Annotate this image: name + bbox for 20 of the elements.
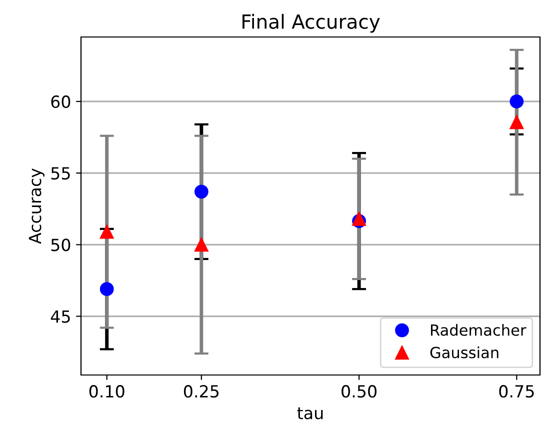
x-tick-label: 0.75 (499, 385, 534, 398)
y-tick-label: 45 (50, 310, 70, 323)
legend-label: Rademacher (431, 324, 526, 336)
chart-title: Final Accuracy (242, 14, 380, 33)
point (194, 238, 208, 252)
point (194, 184, 208, 199)
point (352, 212, 366, 226)
x-axis-title: tau (297, 407, 323, 420)
x-tick-label: 0.50 (342, 385, 376, 398)
legend-label: Gaussian (430, 346, 498, 358)
y-tick-label: 50 (51, 238, 70, 252)
x-tick-label: 0.10 (89, 385, 124, 398)
point (100, 224, 114, 239)
x-tick-label: 0.25 (184, 385, 219, 398)
point (510, 115, 524, 130)
y-tick-label: 60 (51, 95, 70, 108)
y-axis-title: Accuracy (28, 168, 45, 244)
point (100, 282, 114, 296)
y-tick-label: 55 (51, 167, 70, 180)
point (510, 94, 524, 108)
